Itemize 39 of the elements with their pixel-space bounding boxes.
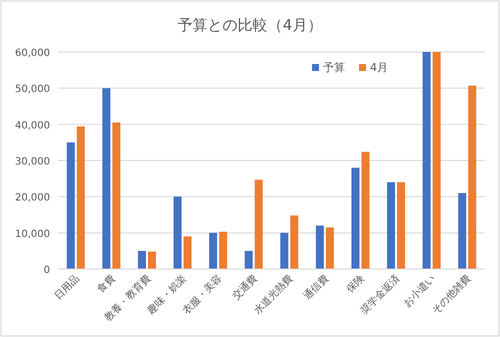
bar (138, 250, 146, 269)
y-tick-label: 30,000 (15, 156, 50, 168)
y-tick-label: 40,000 (15, 120, 50, 132)
bar (432, 52, 441, 269)
bar (102, 88, 110, 269)
bar (387, 182, 396, 269)
x-tick-label: 保険 (344, 273, 367, 296)
bar (76, 126, 85, 269)
x-tick-label: 食費 (94, 272, 118, 296)
x-tick-label: 日用品 (52, 273, 82, 302)
bar (422, 52, 431, 269)
bar (397, 182, 406, 269)
y-tick-label: 0 (44, 265, 50, 276)
bar (468, 86, 476, 269)
x-tick-label: 通信費 (301, 272, 331, 302)
bar (244, 250, 253, 269)
y-tick-label: 10,000 (15, 228, 50, 240)
y-tick-label: 20,000 (15, 192, 50, 204)
bar (219, 232, 228, 269)
legend-label: 予算 (323, 61, 345, 74)
bar (66, 142, 75, 269)
bar (112, 122, 120, 269)
bar (351, 168, 360, 269)
legend-label: 4月 (370, 61, 388, 74)
y-tick-label: 50,000 (15, 84, 50, 96)
bar (280, 232, 288, 269)
bar (209, 232, 218, 269)
bar (148, 252, 156, 269)
chart-title: 予算との比較（4月） (178, 16, 322, 34)
bar (316, 226, 324, 269)
bar (326, 227, 334, 269)
bar (361, 152, 370, 269)
bar (174, 196, 182, 269)
x-tick-label: 交通費 (230, 272, 260, 302)
y-tick-label: 60,000 (15, 48, 50, 59)
bar (290, 215, 298, 269)
bar (458, 193, 466, 269)
bar (254, 180, 263, 269)
bar (184, 236, 192, 269)
